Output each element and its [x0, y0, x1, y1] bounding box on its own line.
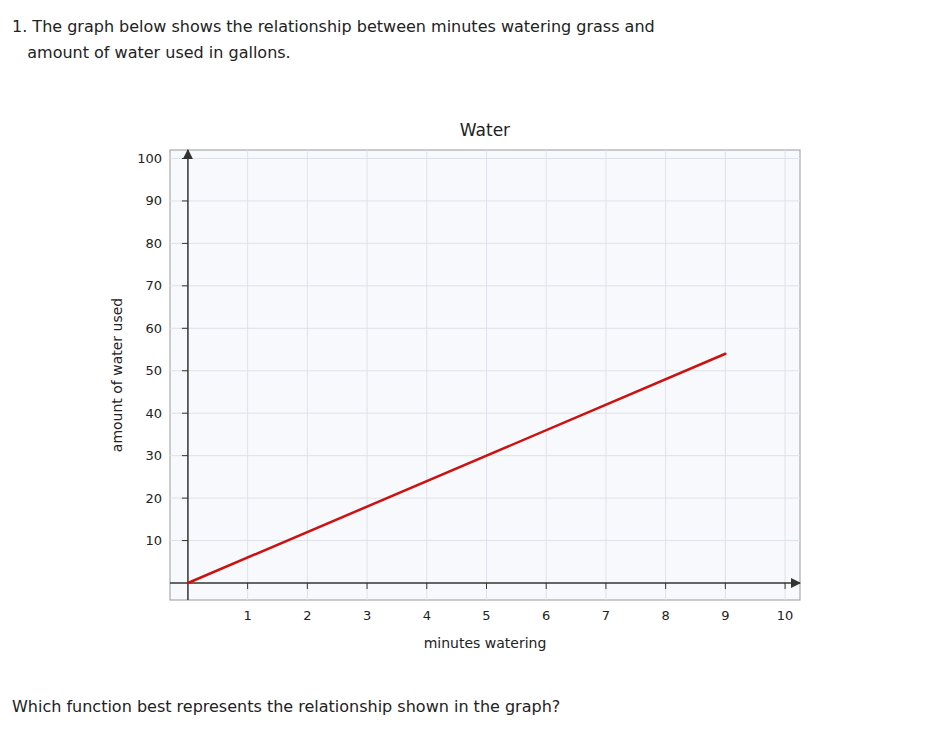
- tick-label: 9: [721, 608, 729, 623]
- grid-line: [725, 150, 726, 600]
- grid-line: [170, 285, 800, 286]
- grid-line: [170, 243, 800, 244]
- tick-label: 80: [145, 236, 162, 251]
- tick-label: 70: [145, 278, 162, 293]
- tick-label: 5: [482, 608, 490, 623]
- tick-mark: [182, 243, 188, 244]
- tick-mark: [785, 583, 786, 589]
- title: Water: [460, 120, 510, 140]
- tick-label: 7: [602, 608, 610, 623]
- grid-line: [170, 413, 800, 414]
- tick-label: 20: [145, 491, 162, 506]
- tick-mark: [486, 583, 487, 589]
- tick-mark: [182, 370, 188, 371]
- tick-mark: [182, 498, 188, 499]
- tick-label: 60: [145, 321, 162, 336]
- tick-label: 10: [777, 608, 794, 623]
- tick-mark: [426, 583, 427, 589]
- tick-label: 40: [145, 406, 162, 421]
- tick-label: 50: [145, 363, 162, 378]
- chart: 1. The graph below shows the relationshi…: [0, 0, 946, 753]
- y-axis-label: amount of water used: [109, 298, 125, 452]
- tick-mark: [182, 200, 188, 201]
- tick-mark: [182, 413, 188, 414]
- grid-line: [170, 158, 800, 159]
- grid-line: [170, 370, 800, 371]
- tick-label: 90: [145, 193, 162, 208]
- grid-line: [785, 150, 786, 600]
- annotation: Which function best represents the relat…: [12, 697, 560, 716]
- grid-line: [170, 200, 800, 201]
- annotation: 1. The graph below shows the relationshi…: [12, 17, 655, 36]
- tick-mark: [182, 158, 188, 159]
- tick-mark: [182, 455, 188, 456]
- tick-mark: [307, 583, 308, 589]
- grid-line: [605, 150, 606, 600]
- grid-line: [170, 328, 800, 329]
- grid-line: [367, 150, 368, 600]
- grid-line: [486, 150, 487, 600]
- plot-frame: [170, 150, 800, 600]
- plot-area: [188, 354, 725, 583]
- tick-label: 2: [303, 608, 311, 623]
- x-axis-label: minutes watering: [424, 635, 547, 651]
- tick-label: 100: [137, 151, 162, 166]
- tick-label: 10: [145, 533, 162, 548]
- tick-label: 8: [661, 608, 669, 623]
- tick-label: 3: [363, 608, 371, 623]
- tick-mark: [665, 583, 666, 589]
- tick-label: 6: [542, 608, 550, 623]
- grid-line: [546, 150, 547, 600]
- grid-line: [247, 150, 248, 600]
- tick-mark: [725, 583, 726, 589]
- tick-mark: [182, 328, 188, 329]
- tick-mark: [605, 583, 606, 589]
- annotation: amount of water used in gallons.: [12, 43, 291, 62]
- tick-label: 4: [423, 608, 431, 623]
- tick-mark: [546, 583, 547, 589]
- tick-label: 30: [145, 448, 162, 463]
- grid-line: [170, 540, 800, 541]
- tick-mark: [367, 583, 368, 589]
- data-line: [188, 354, 725, 583]
- tick-label: 1: [243, 608, 251, 623]
- tick-mark: [182, 285, 188, 286]
- grid-line: [170, 498, 800, 499]
- tick-mark: [182, 540, 188, 541]
- y-axis: [187, 150, 189, 600]
- grid-line: [665, 150, 666, 600]
- grid-line: [426, 150, 427, 600]
- x-axis: [170, 582, 800, 584]
- tick-mark: [247, 583, 248, 589]
